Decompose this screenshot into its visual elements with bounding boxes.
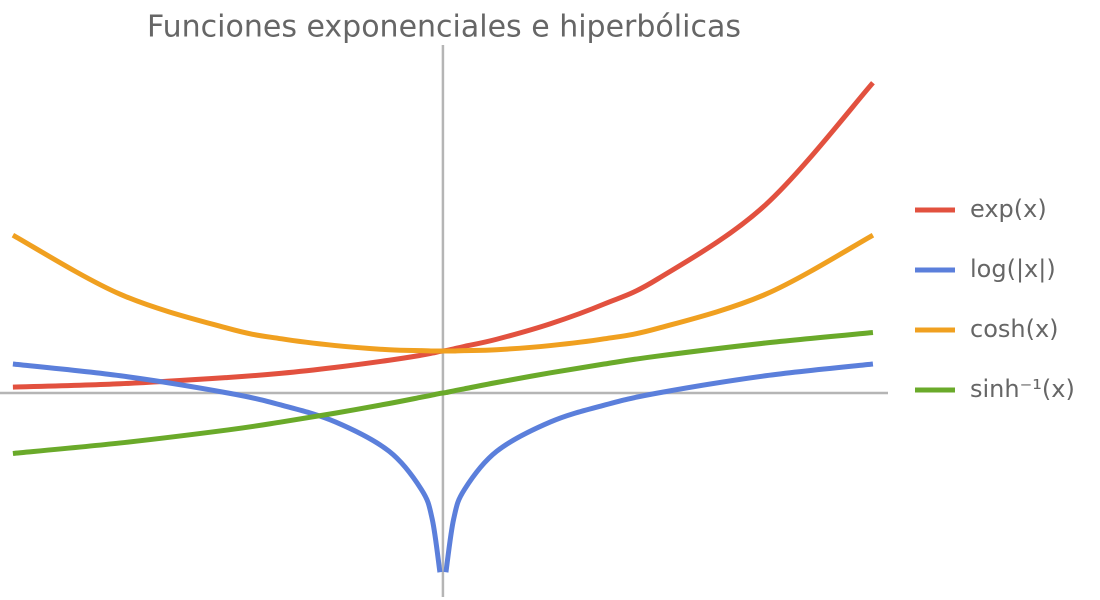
legend-label: cosh(x) (970, 315, 1059, 343)
legend-label: exp(x) (970, 195, 1047, 223)
line-series (11, 232, 875, 354)
legend-label: sinh⁻¹(x) (970, 375, 1075, 403)
chart-title: Funciones exponenciales e hiperbólicas (147, 10, 741, 45)
line-series (12, 330, 874, 456)
legend-label: log(|x|) (970, 255, 1056, 283)
